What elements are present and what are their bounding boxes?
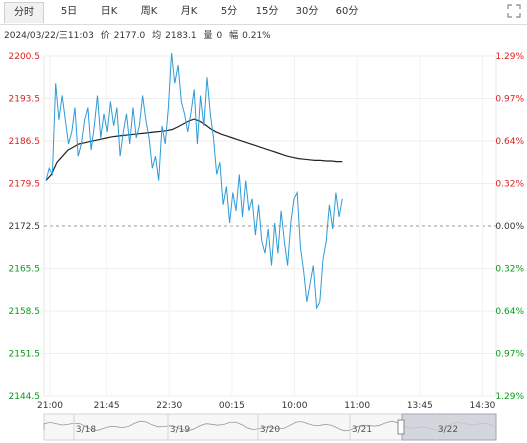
navigator-date-label: 3/18 bbox=[76, 425, 96, 435]
y-axis-left: 2200.5 2193.5 2186.5 2179.5 2172.5 2165.5 2158… bbox=[9, 52, 41, 402]
price-line bbox=[45, 52, 343, 310]
navigator-date-label: 3/20 bbox=[260, 425, 280, 435]
x-tick-label: 14:30 bbox=[469, 401, 495, 411]
y-tick-label-right: 0.32% bbox=[495, 180, 524, 190]
y-tick-label-right: 0.00% bbox=[495, 222, 524, 232]
navigator-selection[interactable] bbox=[401, 413, 497, 441]
average-price-line bbox=[45, 118, 343, 181]
avg-value: 2183.1 bbox=[165, 31, 197, 41]
x-tick-label: 10:00 bbox=[282, 401, 308, 411]
tab-daily-k[interactable]: 日K bbox=[100, 6, 118, 17]
y-tick-label-right: 0.97% bbox=[495, 350, 524, 360]
y-tick-label-right: 0.64% bbox=[495, 137, 524, 147]
y-tick-label: 2179.5 bbox=[9, 180, 41, 190]
expand-icon[interactable] bbox=[507, 4, 521, 18]
y-tick-label: 2193.5 bbox=[9, 95, 41, 105]
y-tick-label-right: 0.32% bbox=[495, 265, 524, 275]
change-value: 0.21% bbox=[242, 31, 271, 41]
tab-5day[interactable]: 5日 bbox=[60, 6, 78, 17]
tab-weekly-k[interactable]: 周K bbox=[140, 6, 158, 17]
navigator-date-label: 3/21 bbox=[352, 425, 372, 435]
y-tick-label: 2172.5 bbox=[9, 222, 41, 232]
period-tab-bar: 分时 5日 日K 周K 月K 5分 15分 30分 60分 bbox=[0, 0, 527, 25]
price-label: 价 bbox=[100, 31, 110, 41]
y-tick-label-right: 1.29% bbox=[495, 52, 524, 62]
tab-intraday[interactable]: 分时 bbox=[4, 2, 44, 23]
avg-label: 均 bbox=[152, 31, 162, 41]
tab-5min[interactable]: 5分 bbox=[220, 6, 238, 17]
y-tick-label: 2151.5 bbox=[9, 350, 41, 360]
range-navigator[interactable]: 3/18 3/19 3/20 3/21 3/22 bbox=[43, 413, 497, 441]
y-tick-label: 2186.5 bbox=[9, 137, 41, 147]
y-tick-label: 2200.5 bbox=[9, 52, 41, 62]
tab-monthly-k[interactable]: 月K bbox=[180, 6, 198, 17]
y-tick-label: 2165.5 bbox=[9, 265, 41, 275]
x-tick-label: 21:00 bbox=[37, 401, 63, 411]
y-tick-label-right: 1.29% bbox=[495, 392, 524, 402]
navigator-handle-left[interactable] bbox=[397, 419, 405, 435]
quote-datetime: 2024/03/22/三11:03 bbox=[4, 31, 94, 41]
tab-30min[interactable]: 30分 bbox=[295, 6, 319, 17]
x-axis: 21:00 21:45 22:30 00:15 10:00 11:00 13:45 14:30 bbox=[37, 401, 496, 411]
navigator-date-label: 3/19 bbox=[170, 425, 190, 435]
x-tick-label: 13:45 bbox=[407, 401, 433, 411]
y-tick-label: 2144.5 bbox=[9, 392, 41, 402]
change-label: 幅 bbox=[229, 31, 239, 41]
y-axis-right: 1.29% 0.97% 0.64% 0.32% 0.00% 0.32% 0.64% 0.97%… bbox=[495, 52, 524, 402]
grid-lines bbox=[44, 55, 496, 397]
tab-60min[interactable]: 60分 bbox=[335, 6, 359, 17]
navigator-date-label: 3/22 bbox=[438, 425, 458, 435]
y-tick-label-right: 0.97% bbox=[495, 95, 524, 105]
navigator-labels: 3/18 3/19 3/20 3/21 3/22 bbox=[73, 414, 458, 440]
x-tick-label: 00:15 bbox=[219, 401, 245, 411]
x-tick-label: 21:45 bbox=[94, 401, 120, 411]
x-tick-label: 22:30 bbox=[156, 401, 182, 411]
y-tick-label-right: 0.64% bbox=[495, 307, 524, 317]
volume-label: 量 bbox=[203, 31, 213, 41]
x-tick-label: 11:00 bbox=[344, 401, 370, 411]
volume-value: 0 bbox=[216, 31, 223, 41]
y-tick-label: 2158.5 bbox=[9, 307, 41, 317]
tab-15min[interactable]: 15分 bbox=[255, 6, 279, 17]
price-value: 2177.0 bbox=[113, 31, 146, 41]
